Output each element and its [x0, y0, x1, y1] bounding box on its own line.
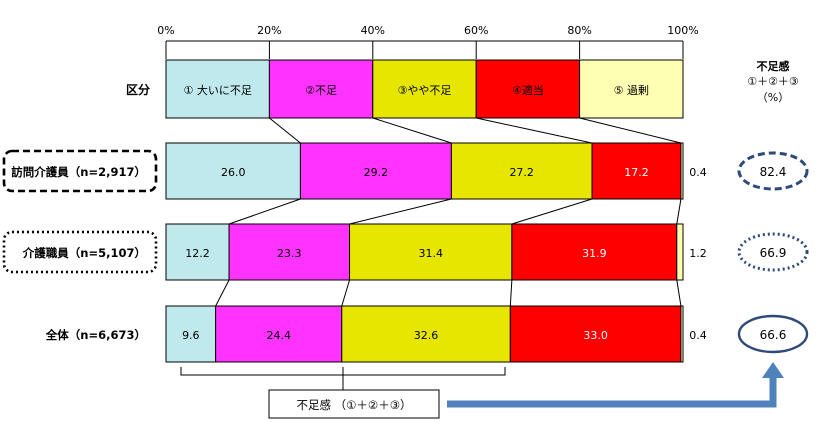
bar-value-label: 26.0 — [221, 166, 246, 179]
legend-segment — [268, 59, 374, 119]
bar-segment — [680, 305, 684, 363]
category-label-frame — [2, 149, 158, 193]
legend-segment-label: ⑤ 過剰 — [614, 84, 649, 97]
bar-row: 訪問介護員（n=2,917） 26.0 29.2 27.2 17.2 0.4 — [2, 142, 707, 200]
bar-segment — [165, 142, 301, 200]
bar-segment — [680, 142, 684, 200]
legend-segment — [475, 59, 581, 119]
connector-line — [676, 198, 682, 225]
category-label-frame — [2, 230, 158, 274]
legend-row-label: 区分 — [126, 82, 150, 97]
bar-segment — [165, 305, 217, 363]
legend-segment-label: ④適当 — [512, 83, 544, 97]
connector-line — [215, 279, 230, 307]
bar-value-label: 1.2 — [689, 247, 707, 260]
bracket-label-box — [268, 389, 440, 419]
category-label: 介護職員（n=5,107） — [22, 246, 146, 260]
legend-row: 区分 ① 大いに不足 ②不足 ③やや不足 ④適当 ⑤ 過剰 — [126, 59, 684, 119]
bar-value-label: 17.2 — [624, 166, 649, 179]
x-tick-label: 20% — [257, 24, 281, 37]
bar-value-label: 23.3 — [277, 247, 302, 260]
bar-rows: 訪問介護員（n=2,917） 26.0 29.2 27.2 17.2 0.4 介護職員（n=… — [2, 142, 707, 363]
legend-segment-label: ③やや不足 — [398, 84, 452, 97]
category-label: 全体（n=6,673） — [45, 328, 146, 342]
shortage-header-formula: ①＋②＋③ — [747, 75, 799, 88]
shortage-total-value: 66.9 — [760, 246, 787, 260]
bar-segment — [165, 223, 230, 281]
bar-value-label: 9.6 — [182, 329, 200, 342]
bar-segment — [215, 305, 343, 363]
shortage-totals: 不足感 ①＋②＋③ （%） 82.4 66.9 66.6 — [737, 59, 809, 354]
bar-value-label: 12.2 — [185, 247, 210, 260]
bar-row: 全体（n=6,673） 9.6 24.4 32.6 33.0 0.4 — [45, 305, 707, 363]
x-axis-ticks: 0% 20% 40% 60% 80% 100% — [157, 24, 698, 37]
x-tick-label: 0% — [157, 24, 174, 37]
bar-value-label: 32.6 — [414, 329, 439, 342]
category-label: 訪問介護員（n=2,917） — [11, 165, 146, 179]
legend-segment — [165, 59, 270, 119]
shortage-header-title: 不足感 — [757, 59, 790, 73]
bar-segment — [450, 142, 593, 200]
x-tick-label: 80% — [567, 24, 591, 37]
shortage-total-ellipse — [737, 314, 809, 354]
connector-line — [476, 117, 593, 144]
bar-segment — [591, 142, 682, 200]
connector-line — [228, 198, 301, 225]
connector-line — [349, 198, 452, 225]
bar-segment — [511, 223, 678, 281]
shortage-total-value: 82.4 — [760, 165, 787, 179]
bar-segment — [676, 223, 684, 281]
bar-segment — [228, 223, 351, 281]
legend-segment-label: ②不足 — [305, 84, 337, 97]
bar-value-label: 31.4 — [418, 247, 443, 260]
bar-value-label: 31.9 — [582, 247, 607, 260]
bracket-and-arrow: 不足感 （①＋②＋③） — [180, 362, 784, 419]
connector-line — [676, 279, 682, 307]
shortage-total-ellipse — [737, 151, 809, 191]
x-tick-label: 100% — [667, 24, 698, 37]
connector-line — [372, 117, 452, 144]
x-tick-label: 40% — [361, 24, 385, 37]
connector-line — [511, 198, 593, 225]
gridlines — [165, 40, 684, 59]
connector-line — [509, 279, 513, 307]
bar-value-label: 27.2 — [509, 166, 534, 179]
bar-value-label: 24.4 — [266, 329, 291, 342]
legend-segment — [372, 59, 477, 119]
arrow-head — [762, 362, 784, 378]
shortage-total-value: 66.6 — [760, 328, 787, 342]
connector-line — [341, 279, 351, 307]
bar-value-label: 0.4 — [689, 329, 707, 342]
bar-segment — [341, 305, 511, 363]
bar-value-label: 0.4 — [689, 166, 707, 179]
shortage-header-unit: （%） — [757, 91, 789, 104]
shortage-total-ellipse — [737, 232, 809, 272]
x-tick-label: 60% — [464, 24, 488, 37]
bar-value-label: 29.2 — [364, 166, 389, 179]
arrow-shaft — [447, 376, 777, 408]
connector-line — [269, 117, 301, 144]
connector-lines — [215, 117, 682, 307]
legend-segment — [579, 59, 684, 119]
bar-segment — [349, 223, 513, 281]
legend-segment-label: ① 大いに不足 — [184, 83, 252, 97]
bar-row: 介護職員（n=5,107） 12.2 23.3 31.4 31.9 1.2 — [2, 223, 707, 281]
bar-value-label: 33.0 — [583, 329, 608, 342]
bracket-label: 不足感 （①＋②＋③） — [296, 398, 411, 412]
connector-line — [579, 117, 682, 144]
